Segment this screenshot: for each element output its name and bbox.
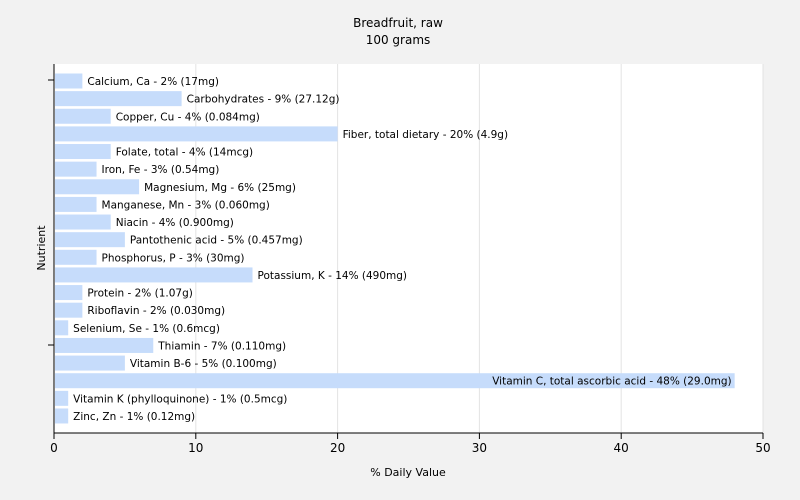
- bar: [55, 161, 97, 177]
- bar-label: Zinc, Zn - 1% (0.12mg): [73, 411, 195, 423]
- bar: [55, 73, 83, 89]
- bar: [55, 196, 97, 212]
- bar: [55, 337, 154, 353]
- bar: [55, 267, 253, 283]
- axes: [48, 64, 763, 434]
- bar-label: Magnesium, Mg - 6% (25mg): [144, 182, 296, 194]
- bar: [55, 108, 111, 124]
- bar: [55, 285, 83, 301]
- bar: [55, 390, 69, 406]
- plot-area: [54, 64, 763, 433]
- bar-label: Riboflavin - 2% (0.030mg): [87, 305, 225, 317]
- bar: [55, 91, 182, 107]
- bar-label: Folate, total - 4% (14mcg): [116, 147, 253, 159]
- bar-label: Copper, Cu - 4% (0.084mg): [116, 111, 260, 123]
- grid-lines: [195, 64, 764, 433]
- bar-label: Calcium, Ca - 2% (17mg): [87, 76, 219, 88]
- x-tick-label: 30: [472, 441, 487, 455]
- bar: [55, 408, 69, 424]
- bar: [55, 179, 140, 195]
- bar: [55, 214, 111, 230]
- bar-label: Thiamin - 7% (0.110mg): [157, 340, 286, 352]
- x-tick-label: 40: [614, 441, 629, 455]
- chart-title: Breadfruit, raw: [353, 16, 443, 30]
- bar: [55, 355, 125, 371]
- bar-label: Iron, Fe - 3% (0.54mg): [102, 164, 220, 176]
- bar: [55, 249, 97, 265]
- bar: [55, 126, 338, 142]
- x-axis-label: % Daily Value: [370, 466, 446, 479]
- bar: [55, 320, 69, 336]
- bar: [55, 144, 111, 160]
- bar-labels: Calcium, Ca - 2% (17mg) Carbohydrates - 9…: [73, 76, 731, 423]
- bar-label: Vitamin B-6 - 5% (0.100mg): [130, 358, 277, 370]
- bar-label: Selenium, Se - 1% (0.6mcg): [73, 323, 220, 335]
- x-axis-ticks: 0 10 20 30 40 50: [50, 433, 771, 455]
- bar: [55, 373, 735, 389]
- bars: [55, 73, 735, 424]
- bar-label: Protein - 2% (1.07g): [87, 288, 193, 300]
- bar-label: Vitamin K (phylloquinone) - 1% (0.5mcg): [73, 393, 287, 405]
- bar-label: Potassium, K - 14% (490mg): [258, 270, 408, 282]
- bar-label: Pantothenic acid - 5% (0.457mg): [130, 235, 303, 247]
- bar-label: Vitamin C, total ascorbic acid - 48% (29…: [492, 376, 731, 388]
- bar: [55, 232, 125, 248]
- bar: [55, 302, 83, 318]
- bar-label: Manganese, Mn - 3% (0.060mg): [102, 199, 270, 211]
- x-tick-label: 10: [188, 441, 203, 455]
- bar-label: Niacin - 4% (0.900mg): [116, 217, 234, 229]
- bar-label: Phosphorus, P - 3% (30mg): [102, 252, 245, 264]
- x-tick-label: 20: [330, 441, 345, 455]
- bar-label: Fiber, total dietary - 20% (4.9g): [343, 129, 508, 141]
- bar-label: Carbohydrates - 9% (27.12g): [187, 94, 340, 106]
- chart-subtitle: 100 grams: [366, 33, 431, 47]
- x-tick-label: 50: [755, 441, 770, 455]
- y-axis-label: Nutrient: [35, 225, 48, 271]
- x-tick-label: 0: [50, 441, 58, 455]
